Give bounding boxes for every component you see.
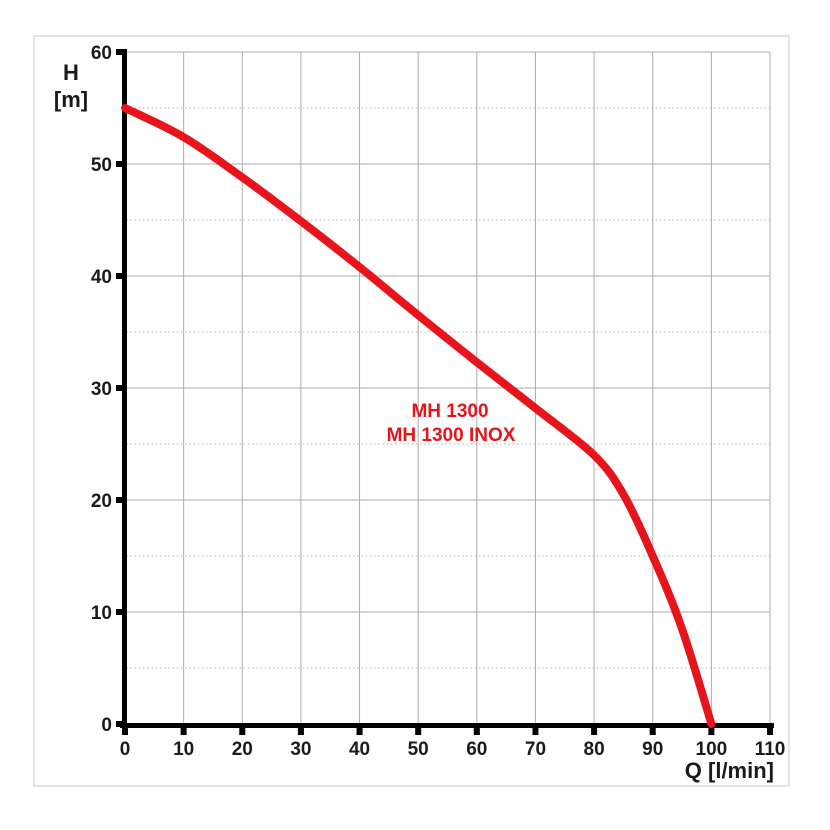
y-tick-label: 50 bbox=[91, 155, 112, 176]
x-tick-label: 20 bbox=[232, 739, 253, 760]
y-axis-title-line2: [m] bbox=[54, 87, 88, 112]
x-axis-title: Q [l/min] bbox=[685, 758, 774, 783]
x-tick bbox=[180, 728, 187, 735]
x-tick bbox=[415, 728, 422, 735]
x-tick-label: 70 bbox=[525, 739, 546, 760]
y-tick bbox=[116, 609, 123, 615]
x-tick-label: 100 bbox=[696, 739, 728, 760]
y-tick-label: 30 bbox=[91, 379, 112, 400]
y-tick-label: 0 bbox=[101, 715, 112, 736]
x-tick-label: 110 bbox=[755, 739, 786, 760]
y-tick-label: 60 bbox=[91, 43, 112, 64]
x-tick bbox=[532, 728, 539, 735]
y-tick-label: 40 bbox=[91, 267, 112, 288]
series-curve-mh1300 bbox=[121, 104, 716, 728]
x-tick-label: 90 bbox=[642, 739, 663, 760]
x-tick-label: 50 bbox=[408, 739, 429, 760]
x-tick bbox=[473, 728, 480, 735]
x-tick-label: 30 bbox=[290, 739, 311, 760]
x-tick-label: 10 bbox=[173, 739, 194, 760]
x-tick bbox=[708, 728, 715, 735]
x-tick bbox=[591, 728, 598, 735]
y-tick-label: 10 bbox=[91, 603, 112, 624]
x-tick bbox=[649, 728, 656, 735]
x-axis-line bbox=[120, 723, 774, 728]
x-tick bbox=[239, 728, 246, 735]
y-tick bbox=[116, 161, 123, 167]
y-tick bbox=[116, 49, 123, 55]
x-tick-label: 80 bbox=[584, 739, 605, 760]
chart-border bbox=[33, 35, 790, 787]
x-tick bbox=[767, 728, 773, 735]
x-tick bbox=[356, 728, 363, 735]
y-tick bbox=[116, 497, 123, 503]
y-tick bbox=[116, 385, 123, 391]
y-axis-line bbox=[122, 49, 127, 728]
y-tick bbox=[116, 273, 123, 279]
y-axis-title-line1: H bbox=[63, 60, 79, 85]
x-tick-label: 0 bbox=[120, 739, 131, 760]
series-annotation-line2: MH 1300 INOX bbox=[387, 425, 516, 446]
x-tick-label: 40 bbox=[349, 739, 370, 760]
y-tick-label: 20 bbox=[91, 491, 112, 512]
series-annotation-line1: MH 1300 bbox=[411, 401, 488, 422]
x-tick-label: 60 bbox=[466, 739, 487, 760]
x-tick bbox=[297, 728, 304, 735]
x-tick bbox=[122, 728, 128, 735]
y-tick bbox=[116, 721, 123, 727]
